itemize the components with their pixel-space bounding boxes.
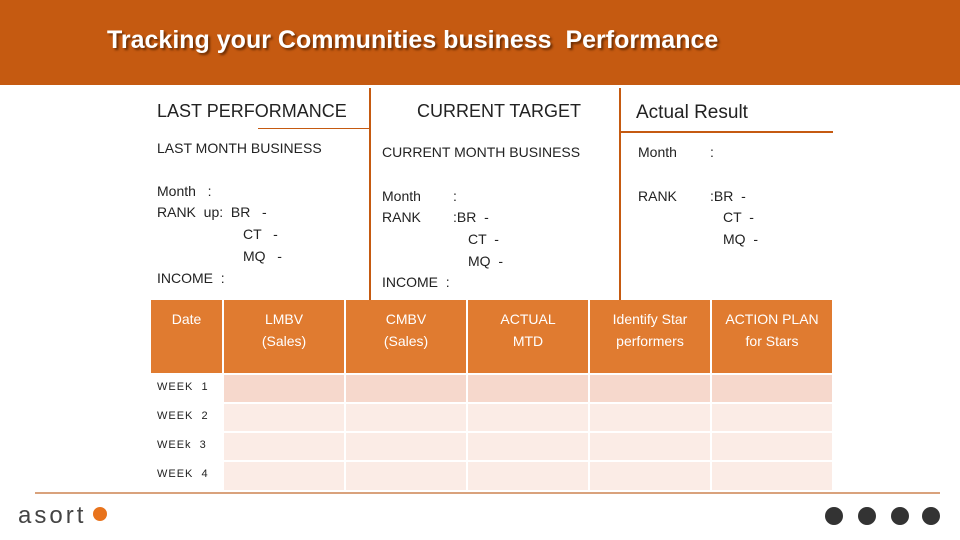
header-cell: Date xyxy=(151,300,224,375)
text: :BR - xyxy=(710,188,746,204)
text: RANK up: BR - xyxy=(157,204,267,220)
youtube-icon[interactable] xyxy=(891,507,909,525)
row-label: WEEK 2 xyxy=(151,404,224,433)
subheading: CURRENT MONTH BUSINESS xyxy=(382,144,581,160)
cell xyxy=(468,462,590,492)
text: Month xyxy=(382,188,421,204)
cell xyxy=(224,462,346,492)
cell xyxy=(712,404,834,433)
text: INCOME : xyxy=(157,270,225,286)
text: RANK xyxy=(382,209,421,225)
header-cell: Identify Star performers xyxy=(590,300,712,375)
instagram-icon[interactable] xyxy=(858,507,876,525)
logo: asort xyxy=(18,502,87,529)
title-bar xyxy=(0,0,960,85)
divider xyxy=(369,88,371,300)
text: Month : xyxy=(157,183,212,199)
cell xyxy=(346,462,468,492)
cell xyxy=(712,433,834,462)
cell xyxy=(346,404,468,433)
text: :BR - xyxy=(453,209,489,225)
logo-dot xyxy=(93,507,107,521)
cell xyxy=(590,433,712,462)
subheading: Month xyxy=(638,144,677,160)
cell xyxy=(590,462,712,492)
twitter-icon[interactable] xyxy=(922,507,940,525)
divider xyxy=(258,128,370,129)
divider xyxy=(620,131,833,133)
header-cell: CMBV (Sales) xyxy=(346,300,468,375)
cell xyxy=(224,375,346,404)
cell xyxy=(346,375,468,404)
subheading: LAST MONTH BUSINESS xyxy=(157,140,322,156)
cell xyxy=(468,404,590,433)
row-label: WEEK 1 xyxy=(151,375,224,404)
divider xyxy=(619,88,621,300)
cell xyxy=(712,462,834,492)
cell xyxy=(468,433,590,462)
title: Tracking your Communities business Perfo… xyxy=(107,26,719,54)
cell xyxy=(346,433,468,462)
text: MQ - xyxy=(723,231,758,247)
cell xyxy=(224,433,346,462)
cell xyxy=(224,404,346,433)
section-heading: Actual Result xyxy=(636,102,748,123)
section-heading: LAST PERFORMANCE xyxy=(157,101,347,121)
header-cell: ACTUAL MTD xyxy=(468,300,590,375)
row-label: WEEk 3 xyxy=(151,433,224,462)
header-cell: ACTION PLAN for Stars xyxy=(712,300,834,375)
row-label: WEEK 4 xyxy=(151,462,224,492)
text: CT - xyxy=(243,226,278,242)
text: INCOME : xyxy=(382,274,450,290)
cell xyxy=(590,404,712,433)
cell xyxy=(468,375,590,404)
section-heading: CURRENT TARGET xyxy=(417,101,582,121)
text: : xyxy=(710,144,714,160)
facebook-icon[interactable] xyxy=(825,507,843,525)
text: RANK xyxy=(638,188,677,204)
text: MQ - xyxy=(243,248,282,264)
cell xyxy=(712,375,834,404)
cell xyxy=(590,375,712,404)
text: : xyxy=(453,188,457,204)
text: CT - xyxy=(723,209,754,225)
header-cell: LMBV (Sales) xyxy=(224,300,346,375)
text: MQ - xyxy=(468,253,503,269)
text: CT - xyxy=(468,231,499,247)
footer-line xyxy=(35,492,940,494)
